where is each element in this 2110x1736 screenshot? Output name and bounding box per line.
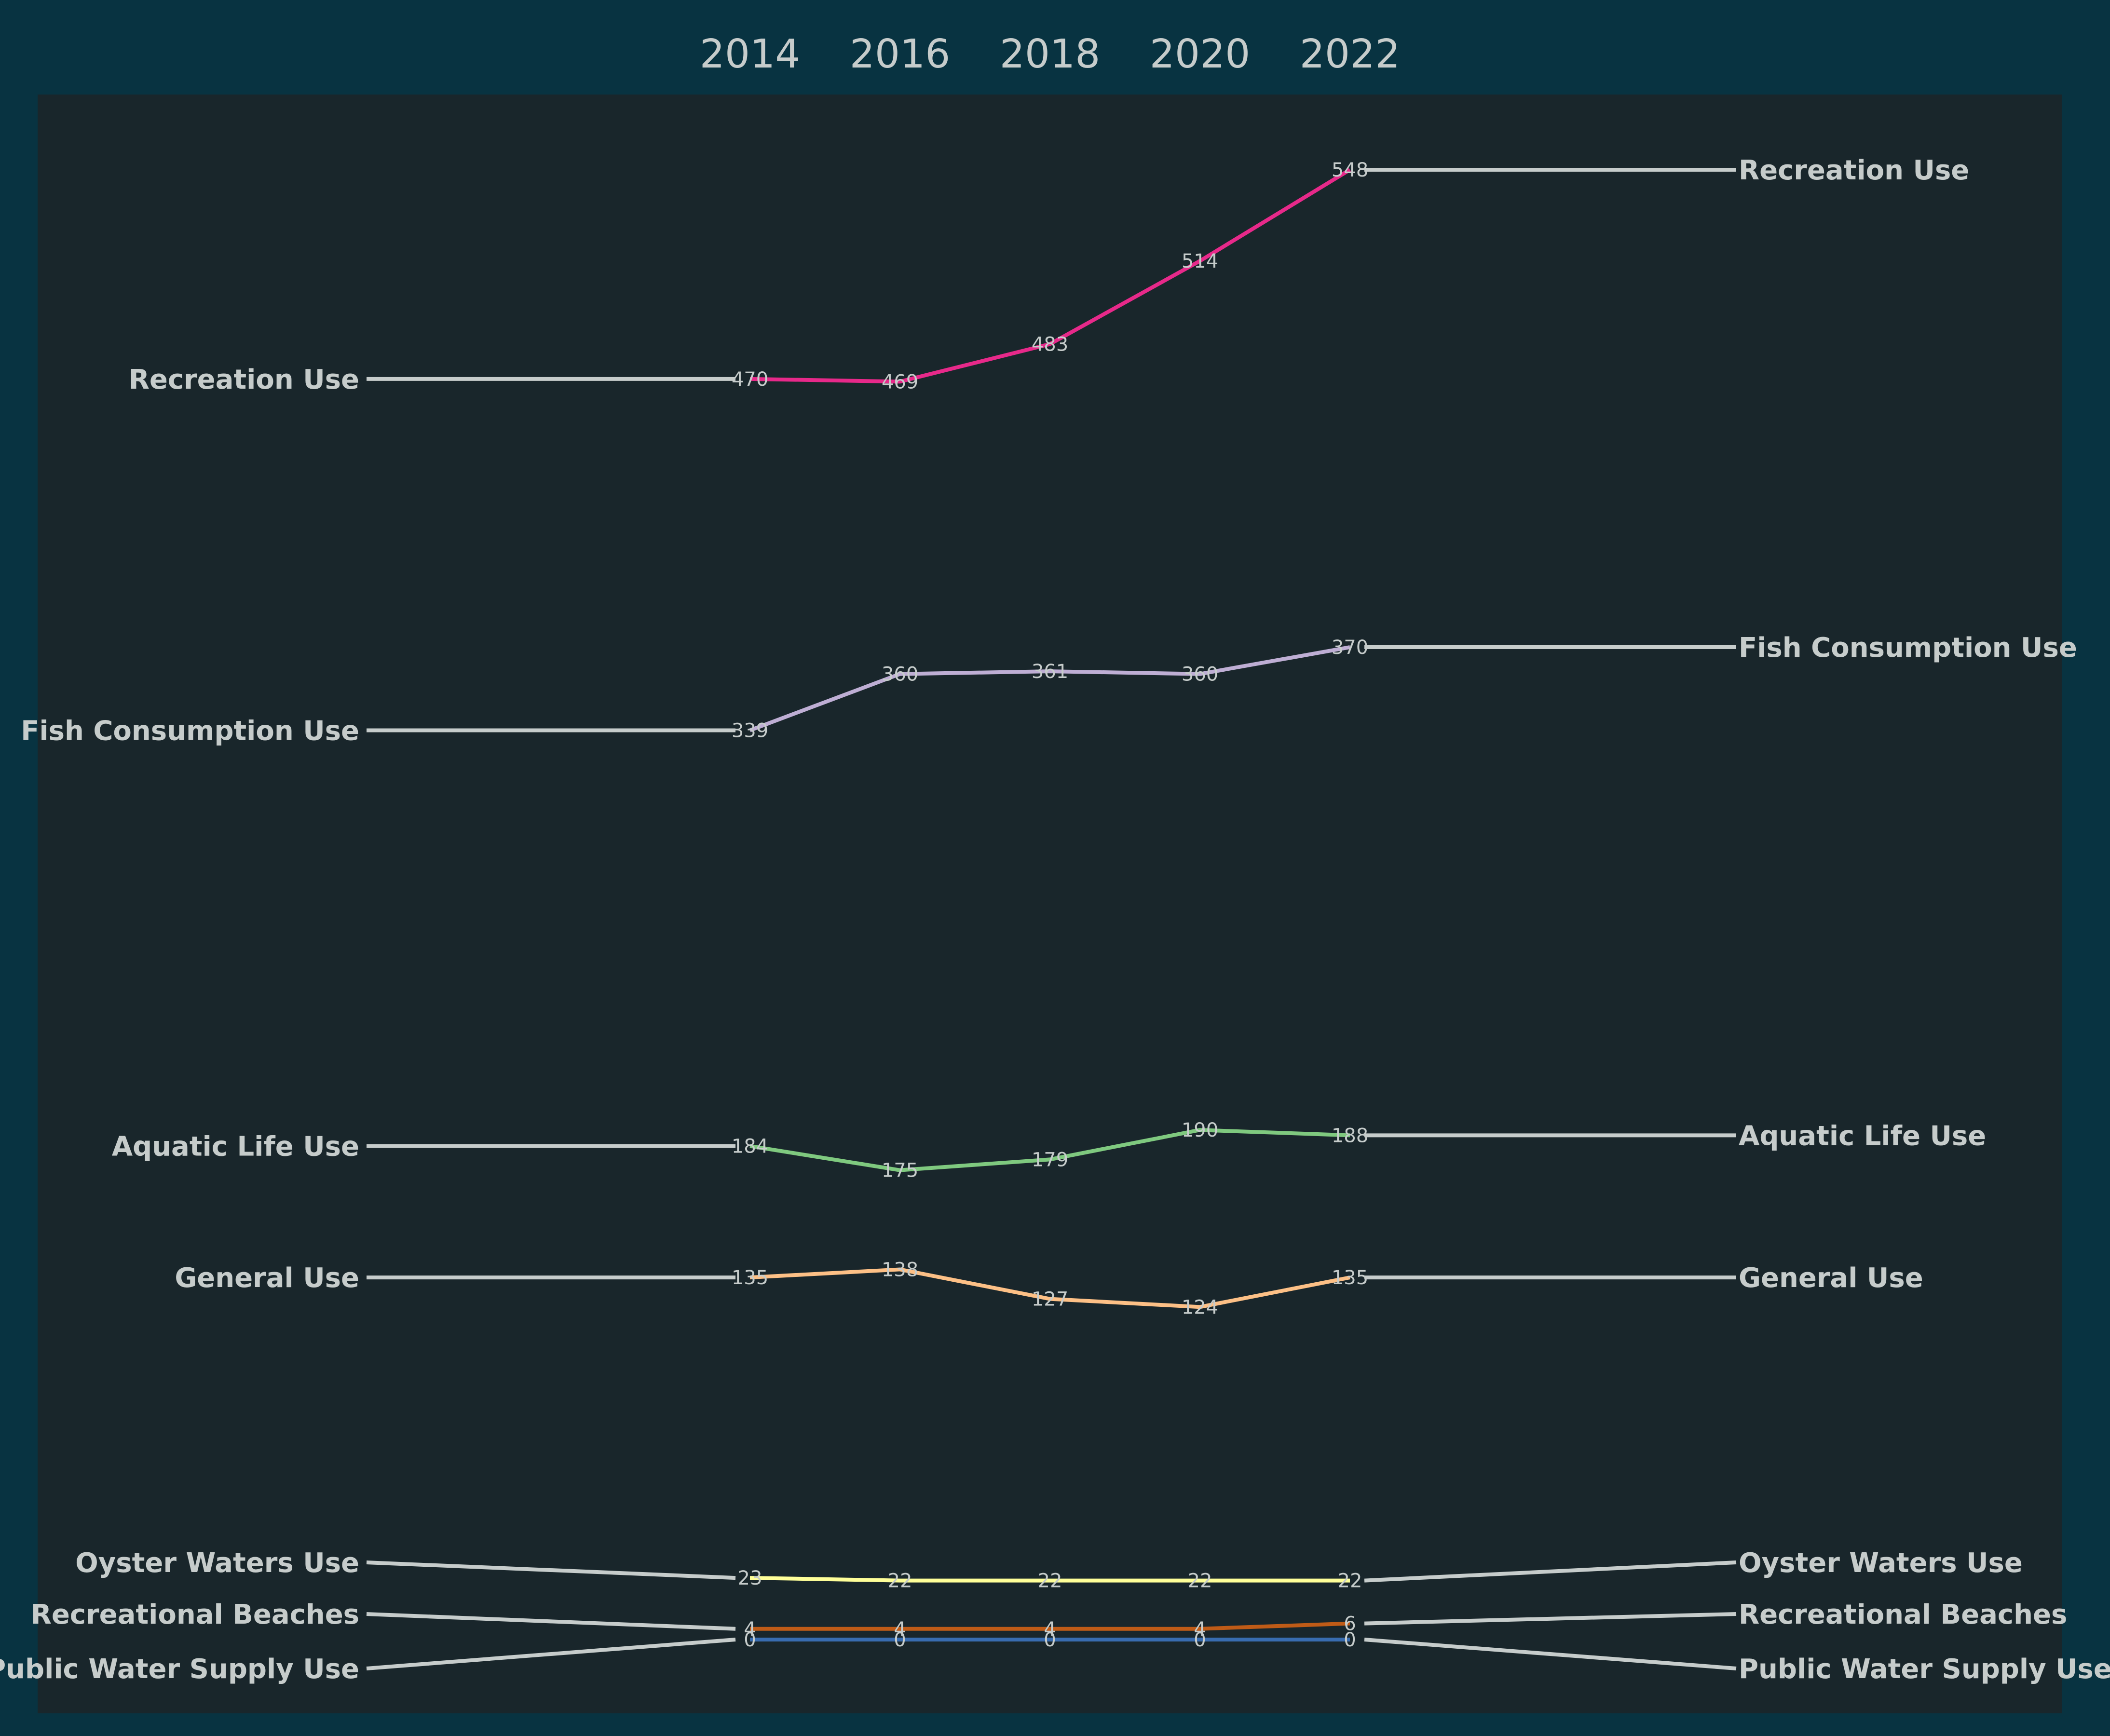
value-label-oyster-waters-use-2016: 22: [888, 1570, 912, 1592]
value-label-oyster-waters-use-2020: 22: [1188, 1570, 1212, 1592]
value-label-general-use-2022: 135: [1332, 1267, 1368, 1289]
connector-right-oyster-waters-use: [1364, 1560, 1737, 1583]
series-line-recreational-beaches: [750, 1621, 1350, 1631]
value-label-aquatic-life-use-2018: 179: [1032, 1149, 1068, 1171]
connector-left-oyster-waters-use: [366, 1560, 736, 1580]
plot-background: [38, 95, 2062, 1713]
series-label-right-fish-consumption-use: Fish Consumption Use: [1739, 632, 2077, 664]
year-label-2020: 2020: [1150, 31, 1251, 77]
year-axis: 2014 2016 2018 2020 2022: [700, 31, 1401, 77]
series-label-left-recreational-beaches: Recreational Beaches: [31, 1599, 359, 1630]
value-label-aquatic-life-use-2020: 190: [1182, 1119, 1218, 1141]
connector-left-recreational-beaches: [366, 1612, 736, 1631]
value-label-aquatic-life-use-2014: 184: [732, 1136, 768, 1158]
value-label-recreation-use-2022: 548: [1332, 159, 1368, 181]
value-label-fish-consumption-use-2022: 370: [1332, 637, 1368, 659]
series-line-general-use: [749, 1267, 1350, 1309]
series-line-recreation-use: [749, 168, 1351, 384]
value-label-general-use-2014: 135: [732, 1267, 768, 1289]
value-label-fish-consumption-use-2016: 360: [882, 664, 918, 686]
connector-right-recreational-beaches: [1364, 1612, 1737, 1626]
value-label-public-water-supply-use-2018: 0: [1044, 1629, 1056, 1651]
value-label-oyster-waters-use-2014: 23: [738, 1567, 762, 1589]
value-label-recreational-beaches-2020: 4: [1194, 1618, 1206, 1641]
value-label-fish-consumption-use-2014: 339: [732, 719, 768, 742]
value-label-public-water-supply-use-2014: 0: [744, 1629, 756, 1651]
series-labels: Recreation Use Recreation Use Fish Consump…: [0, 155, 2110, 1685]
value-label-recreation-use-2016: 469: [882, 371, 918, 393]
year-label-2014: 2014: [700, 31, 801, 77]
value-label-general-use-2020: 124: [1182, 1296, 1218, 1318]
series-label-left-oyster-waters-use: Oyster Waters Use: [75, 1547, 359, 1579]
series-label-right-recreation-use: Recreation Use: [1739, 155, 1969, 186]
value-label-recreational-beaches-2022: 6: [1344, 1613, 1356, 1635]
series-label-left-aquatic-life-use: Aquatic Life Use: [112, 1131, 359, 1163]
series-label-right-aquatic-life-use: Aquatic Life Use: [1739, 1120, 1986, 1152]
value-label-recreational-beaches-2018: 4: [1044, 1618, 1056, 1641]
connector-left-public-water-supply-use: [366, 1638, 736, 1670]
series-line-fish-consumption-use: [749, 645, 1350, 732]
value-label-fish-consumption-use-2020: 360: [1182, 664, 1218, 686]
series-label-right-recreational-beaches: Recreational Beaches: [1739, 1599, 2067, 1630]
value-labels: 470 469 483 514 548 339 360 361 360 370 184 175 179 1…: [732, 159, 1368, 1651]
value-label-oyster-waters-use-2018: 22: [1038, 1570, 1062, 1592]
series-label-right-oyster-waters-use: Oyster Waters Use: [1739, 1547, 2023, 1579]
series-label-left-recreation-use: Recreation Use: [129, 364, 359, 395]
series-line-aquatic-life-use: [749, 1128, 1350, 1172]
value-label-general-use-2018: 127: [1032, 1288, 1068, 1311]
connector-right-public-water-supply-use: [1364, 1638, 1737, 1670]
series-label-right-public-water-supply-use: Public Water Supply Use: [1739, 1654, 2110, 1685]
value-label-recreation-use-2014: 470: [732, 368, 768, 391]
year-label-2022: 2022: [1300, 31, 1401, 77]
year-label-2016: 2016: [850, 31, 951, 77]
series-line-oyster-waters-use: [749, 1576, 1350, 1583]
series-lines: [749, 168, 1351, 1641]
value-label-aquatic-life-use-2022: 188: [1332, 1125, 1368, 1147]
year-label-2018: 2018: [1000, 31, 1101, 77]
series-label-left-fish-consumption-use: Fish Consumption Use: [21, 715, 359, 746]
value-label-fish-consumption-use-2018: 361: [1032, 661, 1068, 683]
series-label-right-general-use: General Use: [1739, 1262, 1923, 1294]
value-label-recreational-beaches-2014: 4: [744, 1618, 756, 1641]
value-label-recreation-use-2018: 483: [1032, 334, 1068, 356]
value-label-recreation-use-2020: 514: [1182, 250, 1218, 272]
value-label-aquatic-life-use-2016: 175: [882, 1160, 918, 1182]
series-label-left-public-water-supply-use: Public Water Supply Use: [0, 1654, 359, 1685]
series-label-left-general-use: General Use: [175, 1262, 359, 1294]
value-label-public-water-supply-use-2022: 0: [1344, 1629, 1356, 1651]
value-label-public-water-supply-use-2020: 0: [1194, 1629, 1206, 1651]
value-label-general-use-2016: 138: [882, 1259, 918, 1281]
value-label-oyster-waters-use-2022: 22: [1338, 1570, 1362, 1592]
value-label-public-water-supply-use-2016: 0: [894, 1629, 906, 1651]
value-label-recreational-beaches-2016: 4: [894, 1618, 906, 1641]
connectors: [366, 168, 1737, 1670]
